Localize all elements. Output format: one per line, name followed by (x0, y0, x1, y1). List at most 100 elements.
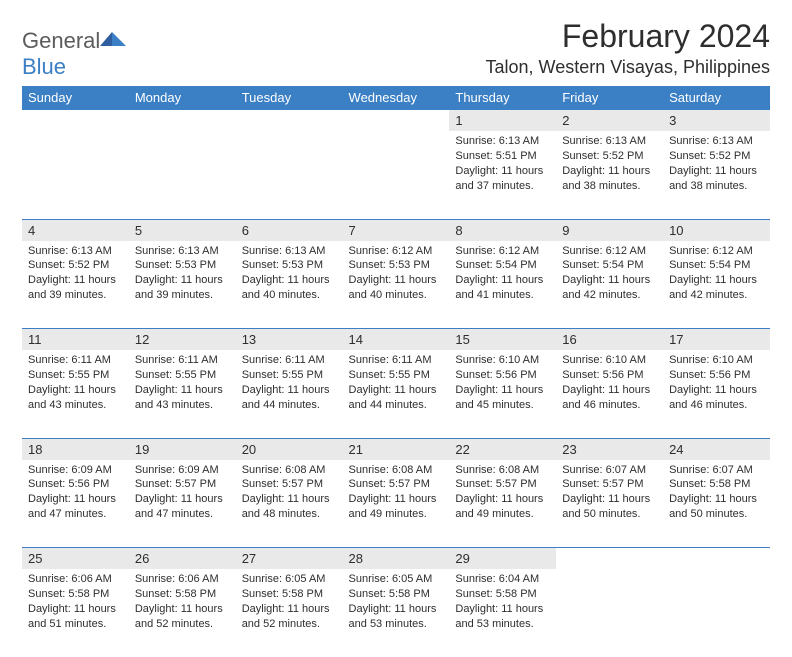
day-cell-number: 6 (236, 219, 343, 241)
day-cell-info: Sunrise: 6:08 AMSunset: 5:57 PMDaylight:… (343, 460, 450, 548)
day-cell-number: 18 (22, 438, 129, 460)
day-info-text: Sunrise: 6:09 AMSunset: 5:57 PMDaylight:… (129, 460, 236, 528)
logo-word-2: Blue (22, 54, 66, 79)
day-number (236, 110, 343, 131)
day-cell-info: Sunrise: 6:13 AMSunset: 5:52 PMDaylight:… (556, 131, 663, 219)
day-cell-number (343, 110, 450, 132)
calendar-body: 123Sunrise: 6:13 AMSunset: 5:51 PMDaylig… (22, 110, 770, 657)
day-cell-number: 2 (556, 110, 663, 132)
day-cell-number: 19 (129, 438, 236, 460)
day-cell-info: Sunrise: 6:05 AMSunset: 5:58 PMDaylight:… (236, 569, 343, 657)
day-cell-info: Sunrise: 6:12 AMSunset: 5:54 PMDaylight:… (663, 241, 770, 329)
day-info-text: Sunrise: 6:05 AMSunset: 5:58 PMDaylight:… (343, 569, 450, 637)
day-cell-info: Sunrise: 6:12 AMSunset: 5:53 PMDaylight:… (343, 241, 450, 329)
day-cell-info: Sunrise: 6:12 AMSunset: 5:54 PMDaylight:… (449, 241, 556, 329)
day-cell-number: 25 (22, 548, 129, 570)
day-number: 27 (236, 548, 343, 569)
day-number: 26 (129, 548, 236, 569)
day-cell-info: Sunrise: 6:13 AMSunset: 5:51 PMDaylight:… (449, 131, 556, 219)
day-info-text: Sunrise: 6:07 AMSunset: 5:58 PMDaylight:… (663, 460, 770, 528)
day-number: 20 (236, 439, 343, 460)
day-info-text: Sunrise: 6:11 AMSunset: 5:55 PMDaylight:… (22, 350, 129, 418)
week-info-row: Sunrise: 6:06 AMSunset: 5:58 PMDaylight:… (22, 569, 770, 657)
day-cell-info: Sunrise: 6:11 AMSunset: 5:55 PMDaylight:… (22, 350, 129, 438)
title-block: February 2024 Talon, Western Visayas, Ph… (486, 18, 770, 78)
day-cell-info: Sunrise: 6:07 AMSunset: 5:57 PMDaylight:… (556, 460, 663, 548)
day-number: 8 (449, 220, 556, 241)
day-number: 9 (556, 220, 663, 241)
week-daynum-row: 123 (22, 110, 770, 132)
day-header: Thursday (449, 86, 556, 110)
day-cell-info: Sunrise: 6:09 AMSunset: 5:56 PMDaylight:… (22, 460, 129, 548)
day-cell-number: 14 (343, 329, 450, 351)
week-info-row: Sunrise: 6:13 AMSunset: 5:51 PMDaylight:… (22, 131, 770, 219)
day-number (22, 110, 129, 131)
day-info-text: Sunrise: 6:12 AMSunset: 5:53 PMDaylight:… (343, 241, 450, 309)
day-cell-number: 23 (556, 438, 663, 460)
day-cell-number: 27 (236, 548, 343, 570)
logo-word-1: General (22, 28, 100, 53)
day-cell-info: Sunrise: 6:13 AMSunset: 5:53 PMDaylight:… (236, 241, 343, 329)
day-info-text: Sunrise: 6:06 AMSunset: 5:58 PMDaylight:… (129, 569, 236, 637)
day-cell-number: 12 (129, 329, 236, 351)
day-header: Friday (556, 86, 663, 110)
day-cell-info (129, 131, 236, 219)
day-cell-info (236, 131, 343, 219)
day-cell-info: Sunrise: 6:10 AMSunset: 5:56 PMDaylight:… (556, 350, 663, 438)
day-cell-number (22, 110, 129, 132)
day-number: 7 (343, 220, 450, 241)
day-cell-info: Sunrise: 6:06 AMSunset: 5:58 PMDaylight:… (22, 569, 129, 657)
week-info-row: Sunrise: 6:09 AMSunset: 5:56 PMDaylight:… (22, 460, 770, 548)
day-cell-info: Sunrise: 6:13 AMSunset: 5:52 PMDaylight:… (22, 241, 129, 329)
day-number: 5 (129, 220, 236, 241)
day-number: 1 (449, 110, 556, 131)
day-cell-number: 3 (663, 110, 770, 132)
day-number: 22 (449, 439, 556, 460)
day-cell-info (343, 131, 450, 219)
month-title: February 2024 (486, 18, 770, 55)
day-cell-number: 7 (343, 219, 450, 241)
day-header: Wednesday (343, 86, 450, 110)
week-info-row: Sunrise: 6:13 AMSunset: 5:52 PMDaylight:… (22, 241, 770, 329)
day-info-text: Sunrise: 6:12 AMSunset: 5:54 PMDaylight:… (663, 241, 770, 309)
day-number: 29 (449, 548, 556, 569)
day-number: 14 (343, 329, 450, 350)
day-cell-number: 29 (449, 548, 556, 570)
day-cell-number (129, 110, 236, 132)
day-info-text: Sunrise: 6:10 AMSunset: 5:56 PMDaylight:… (663, 350, 770, 418)
day-cell-number: 21 (343, 438, 450, 460)
day-cell-number: 24 (663, 438, 770, 460)
day-info-text: Sunrise: 6:08 AMSunset: 5:57 PMDaylight:… (343, 460, 450, 528)
day-cell-number: 17 (663, 329, 770, 351)
day-cell-info: Sunrise: 6:05 AMSunset: 5:58 PMDaylight:… (343, 569, 450, 657)
day-cell-info: Sunrise: 6:10 AMSunset: 5:56 PMDaylight:… (663, 350, 770, 438)
day-number (343, 110, 450, 131)
day-cell-number: 8 (449, 219, 556, 241)
day-cell-number: 13 (236, 329, 343, 351)
day-cell-number (663, 548, 770, 570)
day-info-text: Sunrise: 6:10 AMSunset: 5:56 PMDaylight:… (556, 350, 663, 418)
day-info-text: Sunrise: 6:06 AMSunset: 5:58 PMDaylight:… (22, 569, 129, 637)
day-number (663, 548, 770, 569)
day-info-text: Sunrise: 6:11 AMSunset: 5:55 PMDaylight:… (236, 350, 343, 418)
day-cell-info: Sunrise: 6:11 AMSunset: 5:55 PMDaylight:… (236, 350, 343, 438)
calendar-table: Sunday Monday Tuesday Wednesday Thursday… (22, 86, 770, 657)
week-daynum-row: 2526272829 (22, 548, 770, 570)
week-daynum-row: 18192021222324 (22, 438, 770, 460)
day-info-text: Sunrise: 6:13 AMSunset: 5:52 PMDaylight:… (663, 131, 770, 199)
day-cell-number: 28 (343, 548, 450, 570)
day-info-text: Sunrise: 6:13 AMSunset: 5:53 PMDaylight:… (129, 241, 236, 309)
day-cell-info: Sunrise: 6:11 AMSunset: 5:55 PMDaylight:… (343, 350, 450, 438)
day-number: 3 (663, 110, 770, 131)
day-number: 2 (556, 110, 663, 131)
day-header: Sunday (22, 86, 129, 110)
day-number (556, 548, 663, 569)
day-info-text: Sunrise: 6:09 AMSunset: 5:56 PMDaylight:… (22, 460, 129, 528)
day-cell-info: Sunrise: 6:06 AMSunset: 5:58 PMDaylight:… (129, 569, 236, 657)
day-number: 17 (663, 329, 770, 350)
day-header: Monday (129, 86, 236, 110)
day-info-text: Sunrise: 6:11 AMSunset: 5:55 PMDaylight:… (129, 350, 236, 418)
day-header: Saturday (663, 86, 770, 110)
day-info-text: Sunrise: 6:12 AMSunset: 5:54 PMDaylight:… (556, 241, 663, 309)
day-cell-info: Sunrise: 6:11 AMSunset: 5:55 PMDaylight:… (129, 350, 236, 438)
